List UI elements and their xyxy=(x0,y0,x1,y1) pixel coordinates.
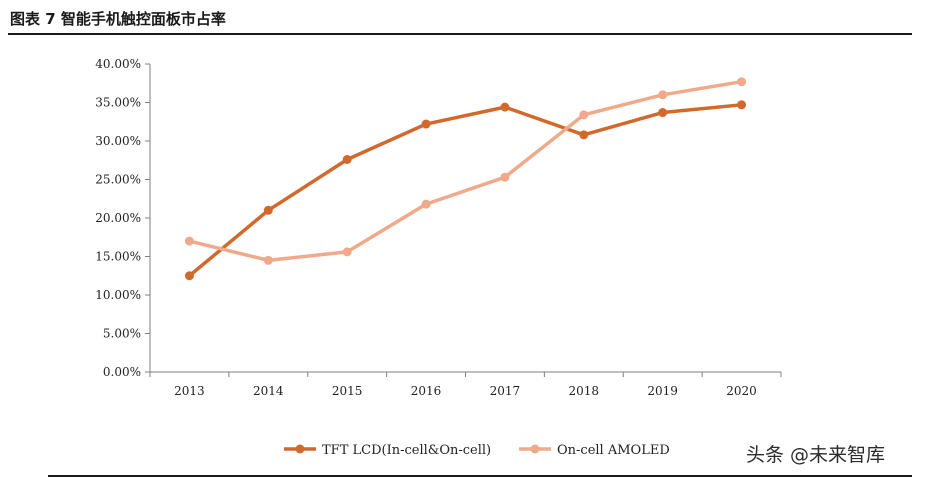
data-point xyxy=(342,247,352,257)
data-point xyxy=(658,90,668,100)
legend-label: TFT LCD(In-cell&On-cell) xyxy=(322,443,491,458)
x-tick-label: 2018 xyxy=(569,384,600,398)
data-point xyxy=(737,77,747,87)
y-axis-ticks: 0.00% 5.00% 10.00% 15.00% 20.00% 25.00% 30.00%… xyxy=(95,57,150,379)
data-point xyxy=(342,154,352,164)
data-point xyxy=(421,199,431,209)
series-line xyxy=(187,103,744,278)
y-tick-label: 20.00% xyxy=(95,211,141,225)
y-tick-label: 40.00% xyxy=(95,57,141,71)
y-tick-label: 35.00% xyxy=(95,96,141,110)
x-tick-label: 2015 xyxy=(332,384,363,398)
data-point xyxy=(500,172,510,182)
y-tick-label: 15.00% xyxy=(95,250,141,264)
data-point xyxy=(579,110,589,120)
x-tick-label: 2019 xyxy=(647,384,678,398)
legend-label: On-cell AMOLED xyxy=(557,443,670,458)
legend-swatch-marker xyxy=(295,444,305,454)
data-point xyxy=(184,271,194,281)
x-axis-ticks: 2013 2014 2015 2016 2017 2018 2019 2020 xyxy=(149,372,782,398)
x-tick-label: 2014 xyxy=(253,384,284,398)
y-tick-label: 30.00% xyxy=(95,134,141,148)
series-line xyxy=(187,79,744,263)
chart-legend: TFT LCD(In-cell&On-cell) On-cell AMOLED xyxy=(284,443,670,458)
bottom-rule xyxy=(48,475,912,477)
data-point xyxy=(579,130,589,140)
y-tick-label: 5.00% xyxy=(103,327,141,341)
data-point xyxy=(184,236,194,246)
top-rule xyxy=(8,33,912,35)
y-tick-label: 10.00% xyxy=(95,288,141,302)
series-2 xyxy=(184,77,747,265)
x-tick-label: 2020 xyxy=(726,384,757,398)
x-tick-label: 2016 xyxy=(411,384,442,398)
data-point xyxy=(263,205,273,215)
x-tick-label: 2017 xyxy=(490,384,521,398)
x-tick-label: 2013 xyxy=(174,384,205,398)
series-1 xyxy=(184,100,747,281)
chart-series xyxy=(184,77,747,281)
data-point xyxy=(263,255,273,265)
data-point xyxy=(500,102,510,112)
watermark-text: 头条 @未来智库 xyxy=(746,444,886,466)
y-tick-label: 0.00% xyxy=(103,365,141,379)
chart-title: 图表 7 智能手机触控面板市占率 xyxy=(10,10,226,28)
data-point xyxy=(737,100,747,110)
data-point xyxy=(658,108,668,118)
data-point xyxy=(421,119,431,129)
legend-swatch-marker xyxy=(530,444,540,454)
y-tick-label: 25.00% xyxy=(95,173,141,187)
